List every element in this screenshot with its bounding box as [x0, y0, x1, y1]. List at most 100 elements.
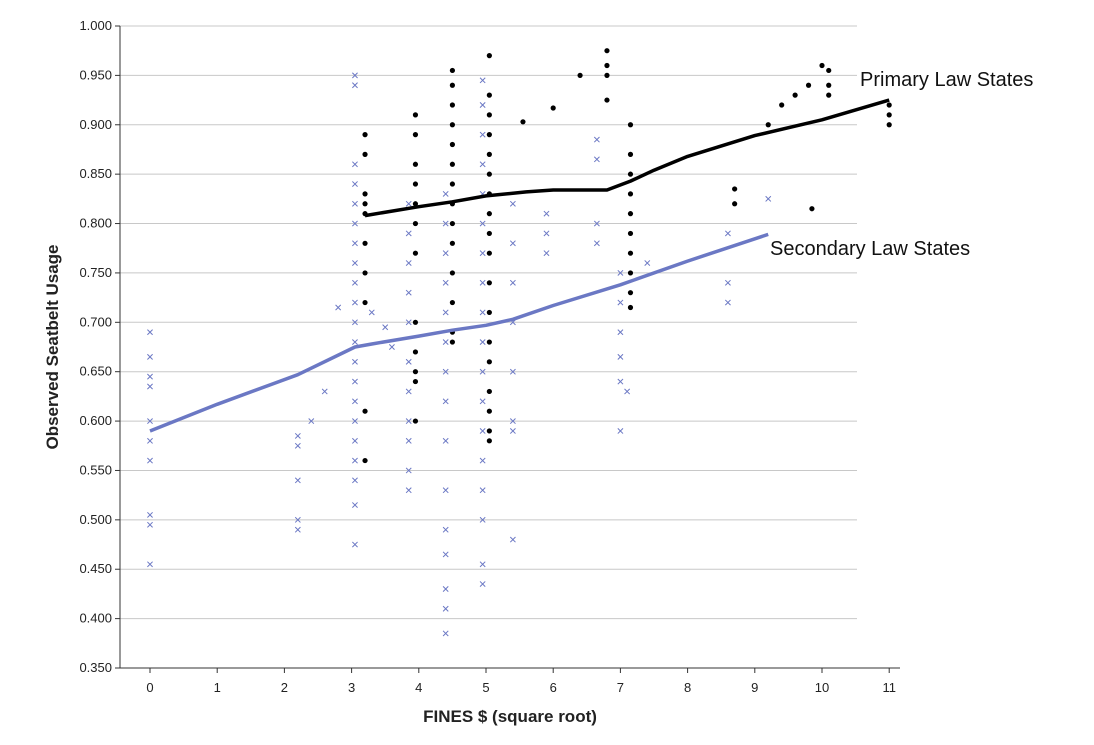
data-point: [442, 630, 449, 637]
data-point: [479, 309, 486, 316]
data-point: [593, 156, 600, 163]
data-point: [486, 211, 492, 217]
data-point: [147, 457, 153, 464]
data-point: [550, 105, 556, 111]
data-point: [486, 388, 492, 395]
data-point: [352, 82, 358, 89]
data-point: [352, 72, 358, 79]
data-point: [352, 339, 358, 346]
data-point: [479, 561, 486, 568]
data-point: [362, 457, 368, 464]
plot-area: [120, 26, 857, 668]
data-point: [405, 487, 412, 494]
data-point: [442, 279, 449, 286]
x-tick-label: 0: [146, 680, 153, 695]
x-tick-label: 5: [482, 680, 489, 695]
data-point: [604, 62, 610, 69]
data-point: [486, 132, 492, 138]
data-point: [412, 250, 419, 256]
data-point: [593, 220, 600, 227]
data-point: [412, 201, 419, 207]
data-point: [627, 151, 634, 157]
data-point: [449, 339, 455, 345]
data-point: [509, 536, 516, 543]
data-point: [449, 220, 455, 227]
data-point: [405, 260, 412, 266]
data-point: [352, 418, 358, 425]
y-tick-label: 0.650: [79, 364, 112, 379]
data-point: [627, 270, 634, 276]
data-point: [442, 309, 449, 316]
data-point: [405, 230, 412, 237]
data-point: [352, 200, 358, 207]
data-point: [442, 586, 449, 592]
data-point: [479, 77, 486, 84]
y-tick-label: 0.950: [79, 67, 112, 82]
data-point: [147, 383, 153, 390]
data-point: [352, 279, 358, 286]
x-axis-title: FINES $ (square root): [423, 707, 597, 726]
series-labels: Primary Law States Secondary Law States: [770, 69, 1033, 260]
data-point: [627, 230, 634, 237]
x-tick-label: 6: [550, 680, 557, 695]
data-points: [147, 48, 892, 637]
data-point: [412, 161, 419, 167]
data-point: [352, 378, 358, 385]
data-point: [442, 250, 449, 257]
data-point: [479, 487, 486, 494]
data-point: [604, 48, 610, 54]
data-point: [352, 502, 358, 508]
data-point: [617, 378, 624, 385]
data-point: [486, 112, 492, 118]
data-point: [147, 353, 153, 360]
x-tick-label: 7: [617, 680, 624, 695]
data-point: [486, 92, 492, 98]
data-point: [442, 437, 449, 444]
trend-line: [364, 98, 890, 218]
data-point: [449, 161, 455, 167]
x-tick-label: 1: [214, 680, 221, 695]
data-point: [486, 339, 492, 345]
data-point: [520, 119, 526, 125]
x-tick-label: 4: [415, 680, 422, 695]
data-point: [449, 67, 455, 74]
data-point: [617, 299, 624, 306]
data-point: [509, 200, 516, 207]
data-point: [405, 437, 412, 444]
data-point: [593, 240, 600, 247]
data-point: [809, 206, 815, 212]
data-point: [486, 171, 492, 177]
data-point: [442, 368, 449, 375]
data-point: [627, 191, 634, 197]
data-point: [765, 122, 771, 128]
x-tick-label: 9: [751, 680, 758, 695]
data-point: [479, 581, 486, 587]
data-point: [442, 339, 449, 346]
y-tick-label: 0.750: [79, 265, 112, 280]
data-point: [617, 353, 624, 360]
data-point: [352, 437, 358, 444]
data-point: [543, 250, 550, 257]
data-point: [362, 201, 368, 207]
data-point: [479, 368, 486, 375]
data-point: [509, 368, 516, 375]
data-point: [627, 290, 634, 296]
data-point: [352, 398, 358, 405]
data-point: [617, 269, 624, 276]
y-axis-title: Observed Seatbelt Usage: [43, 244, 62, 449]
data-point: [405, 418, 412, 425]
data-point: [147, 511, 153, 518]
data-point: [294, 477, 301, 484]
data-point: [405, 289, 412, 296]
data-point: [147, 437, 153, 444]
data-point: [442, 605, 449, 612]
data-point: [352, 161, 358, 168]
data-point: [509, 428, 516, 434]
data-point: [886, 122, 892, 128]
data-point: [724, 299, 731, 306]
data-point: [147, 561, 153, 568]
data-point: [819, 62, 825, 69]
data-point: [486, 250, 492, 256]
data-point: [724, 230, 731, 237]
